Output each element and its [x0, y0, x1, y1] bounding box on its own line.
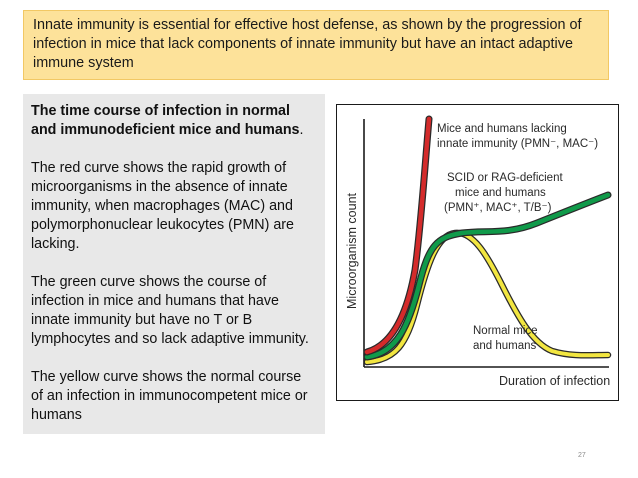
yellow-curve [365, 230, 610, 364]
panel-heading-bold: The time course of infection in normal a… [31, 103, 300, 138]
banner-text: Innate immunity is essential for effecti… [33, 17, 582, 71]
y-axis-label: Microorganism count [345, 192, 359, 309]
red-curve-label-line2: innate immunity (PMN⁻, MAC⁻) [437, 138, 598, 150]
yellow-curve-description: The yellow curve shows the normal course… [31, 369, 308, 423]
x-axis-label: Duration of infection [499, 374, 610, 388]
green-curve-label-line3: (PMN⁺, MAC⁺, T/B⁻) [444, 202, 552, 214]
explanation-panel: The time course of infection in normal a… [23, 94, 325, 434]
infection-course-diagram: Microorganism count Mice and humans lack… [336, 104, 619, 401]
yellow-curve-label-line1: Normal mice [473, 325, 538, 337]
red-curve-label-line1: Mice and humans lacking [437, 123, 567, 135]
green-curve-label-line2: mice and humans [455, 187, 546, 199]
yellow-curve-label-line2: and humans [473, 340, 537, 352]
panel-heading-suffix: . [299, 122, 304, 138]
red-curve [364, 116, 432, 355]
slide-number: 27 [578, 452, 586, 459]
title-banner: Innate immunity is essential for effecti… [23, 10, 609, 80]
diagram-canvas: Microorganism count Mice and humans lack… [345, 115, 612, 388]
red-curve-description: The red curve shows the rapid growth of … [31, 160, 295, 252]
panel-heading: The time course of infection in normal a… [31, 102, 317, 140]
green-curve-label-line1: SCID or RAG-deficient [447, 172, 563, 184]
green-curve [364, 192, 611, 360]
green-curve-description: The green curve shows the course of infe… [31, 274, 309, 347]
